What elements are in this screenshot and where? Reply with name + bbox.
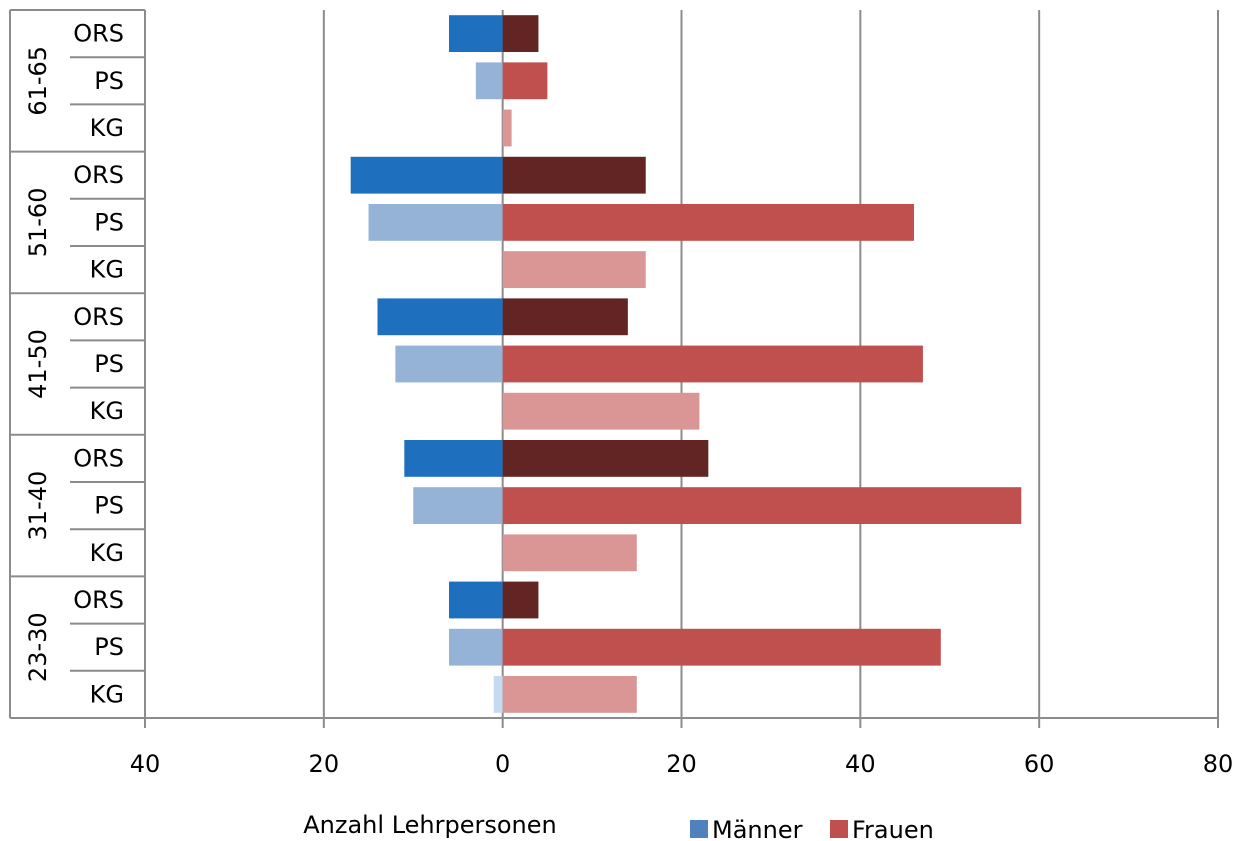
bar-maenner-61-65-ORS [449,15,503,53]
x-tick-label: 80 [1203,750,1234,778]
bar-maenner-23-30-KG [493,675,503,713]
school-type-label: KG [90,397,124,425]
school-type-label: KG [90,680,124,708]
bar-frauen-23-30-ORS [502,581,539,619]
school-type-label: PS [94,350,124,378]
labels: 40 20 0 20 40 60 80 61-65 ORS PS KG 51-60 ORS PS KG 41-… [24,20,1233,778]
age-group-label: 23-30 [24,612,52,682]
bar-frauen-31-40-KG [502,534,637,572]
bar-frauen-51-60-KG [502,251,646,289]
school-type-label: PS [94,67,124,95]
school-type-label: ORS [73,444,124,472]
bar-frauen-41-50-PS [502,345,923,383]
school-type-label: ORS [73,586,124,614]
age-group-label: 41-50 [24,329,52,399]
x-tick-label: 40 [130,750,161,778]
bar-maenner-41-50-ORS [377,298,503,336]
legend-swatch [690,820,708,838]
school-type-label: KG [90,256,124,284]
age-group-label: 51-60 [24,188,52,258]
bar-maenner-23-30-ORS [449,581,503,619]
legend-label: Frauen [852,816,934,841]
legend-label: Männer [712,816,803,841]
school-type-label: ORS [73,20,124,48]
bar-maenner-51-60-ORS [350,156,503,194]
school-type-label: PS [94,208,124,236]
bars [350,15,1022,713]
school-type-label: PS [94,633,124,661]
bar-frauen-31-40-PS [502,487,1022,525]
school-type-label: KG [90,539,124,567]
bar-frauen-31-40-ORS [502,439,709,477]
school-type-label: KG [90,114,124,142]
age-group-label: 61-65 [24,46,52,116]
x-tick-label: 20 [666,750,697,778]
legend-swatch [830,820,848,838]
school-type-label: ORS [73,161,124,189]
age-group-label: 31-40 [24,471,52,541]
school-type-label: PS [94,492,124,520]
bar-frauen-51-60-ORS [502,156,646,194]
bar-frauen-23-30-PS [502,628,941,666]
bar-maenner-51-60-PS [368,203,503,241]
bar-frauen-41-50-ORS [502,298,628,336]
bar-maenner-31-40-PS [413,487,503,525]
x-tick-label: 40 [845,750,876,778]
legend: Männer Frauen [690,816,934,841]
bar-frauen-61-65-KG [502,109,512,147]
bar-maenner-61-65-PS [475,62,503,100]
axes [9,9,1219,728]
x-tick-label: 20 [309,750,340,778]
bar-frauen-51-60-PS [502,203,914,241]
school-type-label: ORS [73,303,124,331]
x-tick-label: 0 [495,750,510,778]
bar-frauen-61-65-ORS [502,15,539,53]
x-axis-title: Anzahl Lehrpersonen [303,811,556,839]
bar-frauen-41-50-KG [502,392,700,430]
bar-maenner-41-50-PS [395,345,503,383]
bar-frauen-23-30-KG [502,675,637,713]
bar-frauen-61-65-PS [502,62,548,100]
bar-maenner-31-40-ORS [404,439,503,477]
bar-maenner-23-30-PS [449,628,503,666]
x-tick-label: 60 [1024,750,1055,778]
